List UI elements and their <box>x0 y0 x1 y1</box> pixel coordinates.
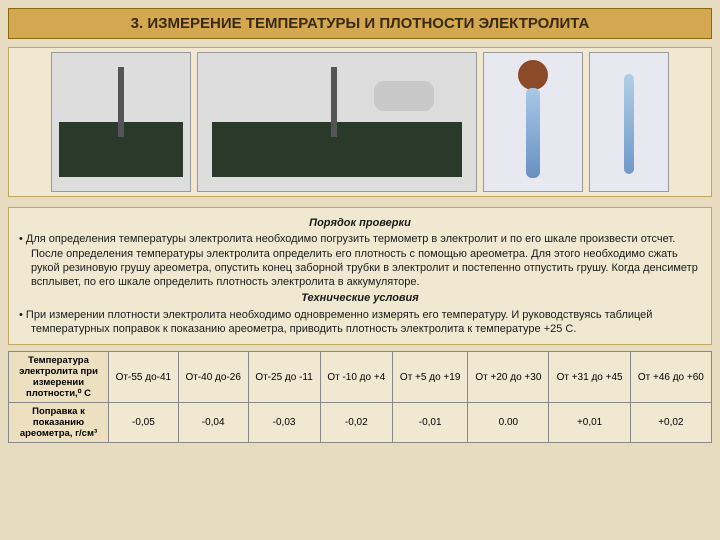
table-cell: От -10 до +4 <box>320 352 393 403</box>
procedure-heading: Порядок проверки <box>19 216 701 230</box>
table-cell: От-40 до-26 <box>178 352 248 403</box>
illustration-row <box>8 47 712 197</box>
table-cell: 0.00 <box>468 403 549 443</box>
specs-heading: Технические условия <box>19 291 701 305</box>
correction-table: Температура электролита при измерении пл… <box>8 351 712 443</box>
procedure-text: Для определения температуры электролита … <box>31 232 701 289</box>
illustration-hydrometer-bulb <box>483 52 583 192</box>
table-cell: -0,01 <box>393 403 468 443</box>
illustration-thermometer-insert <box>51 52 191 192</box>
table-cell: От +20 до +30 <box>468 352 549 403</box>
table-cell: От +46 до +60 <box>630 352 711 403</box>
page-title: 3. ИЗМЕРЕНИЕ ТЕМПЕРАТУРЫ И ПЛОТНОСТИ ЭЛЕ… <box>8 8 712 39</box>
table-row: Температура электролита при измерении пл… <box>9 352 712 403</box>
table-cell: -0,04 <box>178 403 248 443</box>
table-cell: +0,02 <box>630 403 711 443</box>
instructions-panel: Порядок проверки Для определения темпера… <box>8 207 712 345</box>
table-cell: -0,05 <box>109 403 179 443</box>
table-cell: +0,01 <box>549 403 630 443</box>
row-header-correction: Поправка к показанию ареометра, г/см³ <box>9 403 109 443</box>
row-header-temperature: Температура электролита при измерении пл… <box>9 352 109 403</box>
table-cell: -0,03 <box>248 403 320 443</box>
table-cell: От-25 до -11 <box>248 352 320 403</box>
table-cell: От +31 до +45 <box>549 352 630 403</box>
table-row: Поправка к показанию ареометра, г/см³ -0… <box>9 403 712 443</box>
table-cell: -0,02 <box>320 403 393 443</box>
table-cell: От +5 до +19 <box>393 352 468 403</box>
table-cell: От-55 до-41 <box>109 352 179 403</box>
illustration-hydrometer-tube <box>589 52 669 192</box>
illustration-hydrometer-use <box>197 52 477 192</box>
specs-text: При измерении плотности электролита необ… <box>31 308 701 337</box>
